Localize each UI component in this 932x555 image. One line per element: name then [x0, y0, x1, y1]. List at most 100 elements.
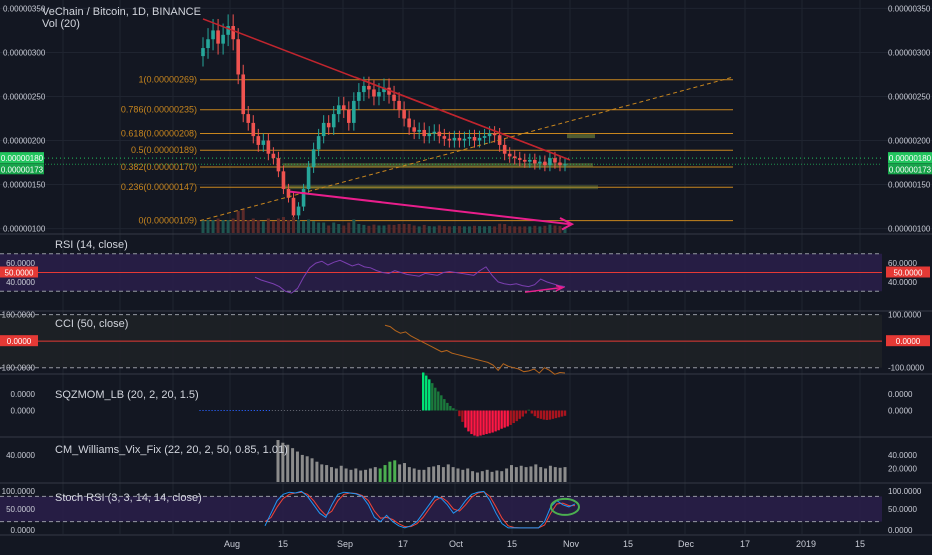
mom-zero-dot	[347, 410, 349, 411]
mom-zero-dot	[398, 410, 400, 411]
mom-bar	[455, 409, 458, 411]
mom-zero-dot	[205, 410, 207, 411]
mom-bar	[509, 410, 512, 425]
time-axis-label: Aug	[224, 539, 240, 549]
vix-bar	[276, 440, 280, 482]
price-tick-right: 0.00000350	[888, 4, 931, 13]
candle-body	[472, 136, 477, 141]
mom-zero-dot	[410, 410, 412, 411]
candle-body	[316, 136, 321, 150]
mom-zero-dot	[238, 410, 240, 411]
vix-bar	[471, 471, 475, 482]
vix-bar	[490, 471, 494, 482]
time-axis-label: Oct	[449, 539, 464, 549]
mom-zero-dot	[229, 410, 231, 411]
candle-body	[543, 161, 547, 166]
stoch-tick: 100.0000	[2, 487, 36, 496]
vix-bar	[451, 467, 455, 482]
candle-body	[457, 137, 462, 141]
volume-bar	[297, 220, 301, 233]
vix-bar	[480, 471, 484, 482]
volume-bar	[447, 226, 451, 233]
mom-bar	[551, 410, 555, 419]
candle-body	[256, 136, 261, 145]
mom-zero-dot	[371, 410, 373, 411]
mom-zero-dot	[199, 410, 201, 411]
volume-bar	[422, 224, 426, 233]
fib-level-label: 0.382(0.00000170)	[121, 162, 197, 172]
vix-bar	[524, 467, 528, 482]
rsi-mid-tag-right	[886, 266, 930, 278]
rsi-divergence-arrow	[555, 284, 566, 292]
vix-bar	[339, 465, 343, 482]
mom-zero-dot	[335, 410, 337, 411]
mom-zero-dot	[298, 410, 301, 411]
vix-bar	[461, 469, 465, 482]
stoch-ellipse-marker	[550, 497, 580, 516]
volume-bar	[337, 224, 341, 233]
vix-bar	[534, 464, 538, 482]
candle-body	[372, 89, 376, 97]
mom-bar	[548, 410, 552, 420]
candle-body	[517, 158, 522, 160]
candle-body	[437, 131, 442, 137]
candle-body	[331, 114, 336, 128]
candle-body	[397, 100, 401, 110]
mom-zero-dot	[401, 410, 403, 411]
price-tick-right: 0.00000250	[888, 92, 931, 101]
vix-bar	[417, 469, 421, 482]
candle-body	[432, 131, 437, 134]
mom-bar	[467, 410, 470, 432]
vix-bar	[334, 468, 338, 482]
volume-bar	[452, 226, 456, 233]
volume-bar	[503, 224, 507, 233]
stoch-k-line	[264, 490, 576, 529]
volume-bar	[327, 225, 331, 233]
volume-bar	[302, 221, 306, 233]
mom-zero-dot	[383, 410, 385, 411]
vix-label: CM_Williams_Vix_Fix (22, 20, 2, 50, 0.85…	[55, 444, 288, 456]
volume-bar	[276, 218, 280, 233]
candle-body	[336, 105, 341, 115]
mom-bar	[449, 405, 452, 411]
vix-bar	[330, 467, 334, 482]
mom-zero-dot	[380, 410, 382, 411]
mom-zero-dot	[217, 410, 219, 411]
mom-zero-dot	[256, 410, 258, 411]
candle-body	[306, 166, 311, 189]
vix-bar	[383, 465, 387, 482]
stoch-tick: 50.0000	[6, 505, 35, 514]
volume-bar	[442, 226, 446, 233]
stoch-label: Stoch RSI (3, 3, 14, 14, close)	[55, 492, 202, 504]
vix-bar	[305, 456, 309, 482]
vix-bar	[393, 460, 397, 482]
volume-bar	[392, 224, 396, 233]
mom-bar	[452, 408, 455, 411]
vix-bar	[412, 468, 416, 482]
mom-bar	[434, 387, 437, 411]
candle-body	[241, 74, 246, 115]
mom-zero-dot	[365, 410, 367, 411]
vix-bar	[422, 469, 426, 482]
candle-body	[266, 140, 271, 154]
mom-zero-dot	[317, 410, 319, 411]
mom-bar	[560, 410, 564, 417]
candle-body	[553, 158, 557, 163]
price-tick-left: 0.00000300	[3, 48, 46, 57]
cci-line	[384, 324, 566, 375]
volume-bar	[317, 222, 321, 233]
candle-body	[487, 133, 492, 137]
vix-bar	[437, 465, 441, 482]
mom-zero-dot	[389, 410, 391, 411]
volume-bar	[518, 226, 522, 233]
volume-bar	[513, 226, 517, 233]
mom-bar	[542, 410, 546, 420]
mom-bar	[485, 410, 488, 435]
mom-bar	[491, 410, 494, 433]
candle-body	[206, 39, 210, 49]
vix-bar	[485, 469, 489, 482]
volume-bar	[382, 225, 386, 233]
volume-bar	[437, 225, 441, 233]
